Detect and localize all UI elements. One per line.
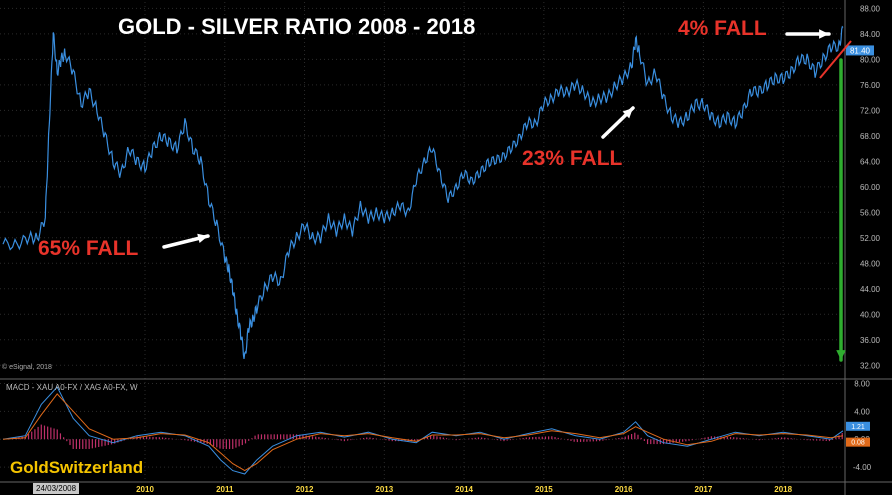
last-value-label: 81.40 [850,46,871,55]
annotation-4-fall: 4% FALL [678,17,767,40]
y-tick-label: 36.00 [860,336,881,345]
x-tick-label: 2011 [216,485,234,494]
y-tick-label: 88.00 [860,4,881,13]
macd-y-tick-label: -4.00 [853,463,872,472]
y-tick-label: 84.00 [860,30,881,39]
macd-signal-line [2,393,844,472]
x-tick-label: 2016 [615,485,633,494]
x-tick-label: 2017 [695,485,713,494]
y-tick-label: 56.00 [860,208,881,217]
x-tick-label: 2012 [296,485,314,494]
macd-y-tick-label: 4.00 [854,407,870,416]
start-date-box: 24/03/2008 [33,483,80,494]
macd-value-label: 0.08 [851,440,865,447]
y-tick-label: 80.00 [860,55,881,64]
chart-title: GOLD - SILVER RATIO 2008 - 2018 [118,14,476,39]
arrow-65-fall-head [197,233,208,244]
y-tick-label: 40.00 [860,310,881,319]
x-tick-label: 2010 [136,485,154,494]
annotation-65-fall: 65% FALL [38,237,139,260]
arrow-4-fall-head [819,29,829,39]
x-tick-label: 2018 [774,485,792,494]
y-tick-label: 32.00 [860,361,881,370]
y-tick-label: 52.00 [860,234,881,243]
y-tick-label: 72.00 [860,106,881,115]
x-tick-label: 2015 [535,485,553,494]
macd-value-badge [846,437,870,447]
y-tick-label: 48.00 [860,259,881,268]
brand-logo-text: GoldSwitzerland [10,458,144,477]
macd-line [2,386,844,475]
y-tick-label: 44.00 [860,285,881,294]
last-value-badge [846,45,874,56]
copyright-label: © eSignal, 2018 [2,364,52,371]
red-trend-line [819,40,852,79]
y-tick-label: 68.00 [860,132,881,141]
x-tick-label: 2014 [455,485,473,494]
gold-silver-ratio-line [2,25,844,359]
macd-panel-title: MACD - XAU A0-FX / XAG A0-FX, W [6,383,138,392]
macd-value-label: 1.21 [851,424,865,431]
macd-value-badge [846,421,870,431]
y-tick-label: 60.00 [860,183,881,192]
y-tick-label: 64.00 [860,157,881,166]
annotation-23-fall: 23% FALL [522,147,623,170]
x-tick-label: 2013 [375,485,393,494]
arrow-green-down-head [836,350,846,360]
y-tick-label: 76.00 [860,81,881,90]
macd-y-tick-label: 8.00 [854,379,870,388]
arrow-23-fall-head [622,108,633,119]
